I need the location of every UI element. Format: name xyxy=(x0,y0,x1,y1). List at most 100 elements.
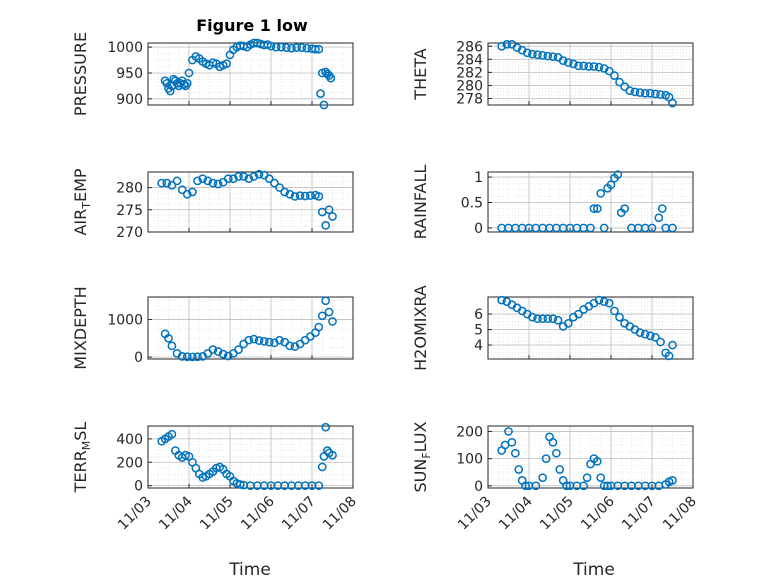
data-point xyxy=(563,319,573,328)
data-point xyxy=(604,66,614,76)
data-point xyxy=(305,191,315,200)
data-point xyxy=(645,331,655,341)
data-point xyxy=(548,52,558,62)
data-point xyxy=(244,174,254,184)
data-point xyxy=(177,185,187,195)
data-point xyxy=(555,465,565,474)
data-point xyxy=(235,480,245,489)
y-tick-label: 1 xyxy=(474,170,483,186)
data-point xyxy=(324,205,334,215)
subplot-3: 270 275 280 AIRTEMP xyxy=(71,168,354,241)
data-point xyxy=(254,336,264,345)
data-point xyxy=(328,450,337,460)
data-point xyxy=(647,223,657,233)
data-point xyxy=(654,213,664,223)
x-axis-label-right: Time xyxy=(572,560,615,580)
data-point xyxy=(664,351,674,361)
data-point xyxy=(321,296,331,306)
data-point xyxy=(282,43,291,53)
y-tick-label: 282 xyxy=(456,65,483,81)
data-point xyxy=(295,191,305,200)
y-tick-label: 0 xyxy=(474,221,483,237)
data-point xyxy=(198,174,208,184)
data-point xyxy=(321,422,331,432)
subplot-5: 0 1000 MIXDEPTH xyxy=(71,286,354,370)
data-point xyxy=(563,58,573,67)
data-point xyxy=(275,183,284,192)
data-point xyxy=(599,297,609,306)
data-point xyxy=(182,78,192,88)
axes-box xyxy=(147,425,354,489)
data-point xyxy=(603,481,612,491)
data-point xyxy=(533,314,542,324)
data-point xyxy=(543,314,553,324)
axes-box xyxy=(147,296,354,360)
data-point xyxy=(249,334,259,344)
data-point xyxy=(538,51,548,60)
data-point xyxy=(522,48,532,58)
data-point xyxy=(668,340,677,350)
data-point xyxy=(188,352,197,362)
data-point xyxy=(528,49,537,59)
data-point xyxy=(656,337,665,347)
y-tick-label: 900 xyxy=(116,92,143,108)
data-point xyxy=(558,56,568,65)
y-tick-label: 6 xyxy=(474,307,483,323)
data-point xyxy=(177,352,187,361)
data-point xyxy=(656,90,665,99)
data-point xyxy=(193,352,202,362)
data-point xyxy=(592,204,602,213)
data-point xyxy=(531,481,541,491)
data-point xyxy=(635,328,645,337)
data-point xyxy=(504,427,513,436)
data-point xyxy=(324,307,334,317)
y-axis-label: H2OMIXRA xyxy=(411,285,430,371)
data-point xyxy=(280,187,290,197)
data-point xyxy=(167,341,177,351)
data-point xyxy=(326,73,336,83)
data-point xyxy=(287,43,296,53)
data-point xyxy=(551,448,561,458)
data-point xyxy=(584,62,594,71)
data-point xyxy=(620,204,630,213)
data-point xyxy=(182,189,192,199)
data-point xyxy=(229,174,238,184)
data-point xyxy=(213,179,223,189)
data-point xyxy=(586,223,595,233)
data-point xyxy=(314,192,324,201)
data-point xyxy=(548,314,558,324)
data-point xyxy=(316,89,325,98)
data-point xyxy=(266,41,276,51)
y-tick-label: 280 xyxy=(456,78,483,94)
data-point xyxy=(635,88,645,97)
data-point xyxy=(610,306,619,316)
data-point xyxy=(234,172,243,181)
data-point xyxy=(234,345,243,354)
data-point xyxy=(510,448,520,458)
y-axis-label: RAINFALL xyxy=(411,165,430,240)
y-axis-label: AIRTEMP xyxy=(71,168,93,235)
data-point xyxy=(208,178,218,188)
data-point xyxy=(497,41,507,51)
data-point xyxy=(562,481,571,491)
data-point xyxy=(615,77,624,87)
data-point xyxy=(285,189,295,199)
data-point xyxy=(208,345,218,354)
y-tick-label: 950 xyxy=(116,66,143,82)
y-tick-label: 0 xyxy=(134,479,143,495)
data-point xyxy=(528,312,537,322)
data-point xyxy=(270,178,279,188)
x-axis-label-left: Time xyxy=(228,560,271,580)
data-point xyxy=(323,446,332,455)
data-point xyxy=(589,62,599,71)
data-point xyxy=(592,457,602,466)
data-point xyxy=(264,174,274,184)
y-axis-label: TERRMSL xyxy=(71,422,93,494)
figure-title: Figure 1 low xyxy=(196,16,308,35)
y-tick-label: 200 xyxy=(116,455,143,471)
data-point xyxy=(640,88,650,98)
data-point xyxy=(314,322,324,332)
data-point xyxy=(244,335,254,345)
data-point xyxy=(276,42,286,52)
data-point xyxy=(249,172,259,181)
